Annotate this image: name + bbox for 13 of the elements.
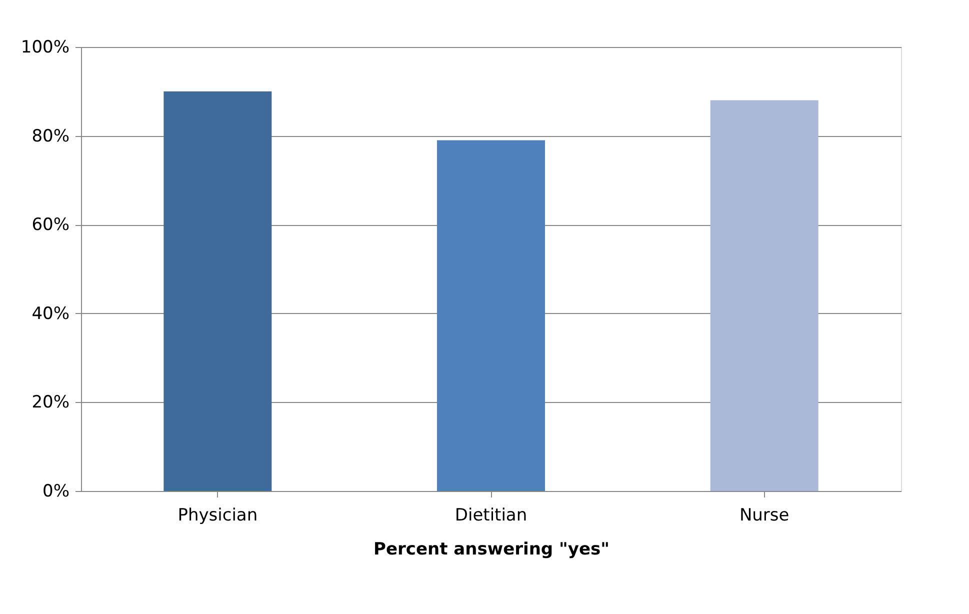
x-axis-title: Percent answering "yes" [374,540,610,560]
y-tick-label: 40% [32,304,70,324]
x-tick-label: Nurse [739,506,790,526]
x-tick-label: Dietitian [454,506,528,526]
y-tick-label: 60% [32,215,70,236]
bar [437,140,545,491]
bar [710,100,818,491]
y-tick-label: 100% [20,38,70,58]
x-tick-label: Physician [178,506,258,526]
y-tick-label: 20% [32,392,70,413]
bar [164,91,272,491]
y-tick-label: 80% [32,126,70,146]
y-tick-label: 0% [42,482,70,502]
